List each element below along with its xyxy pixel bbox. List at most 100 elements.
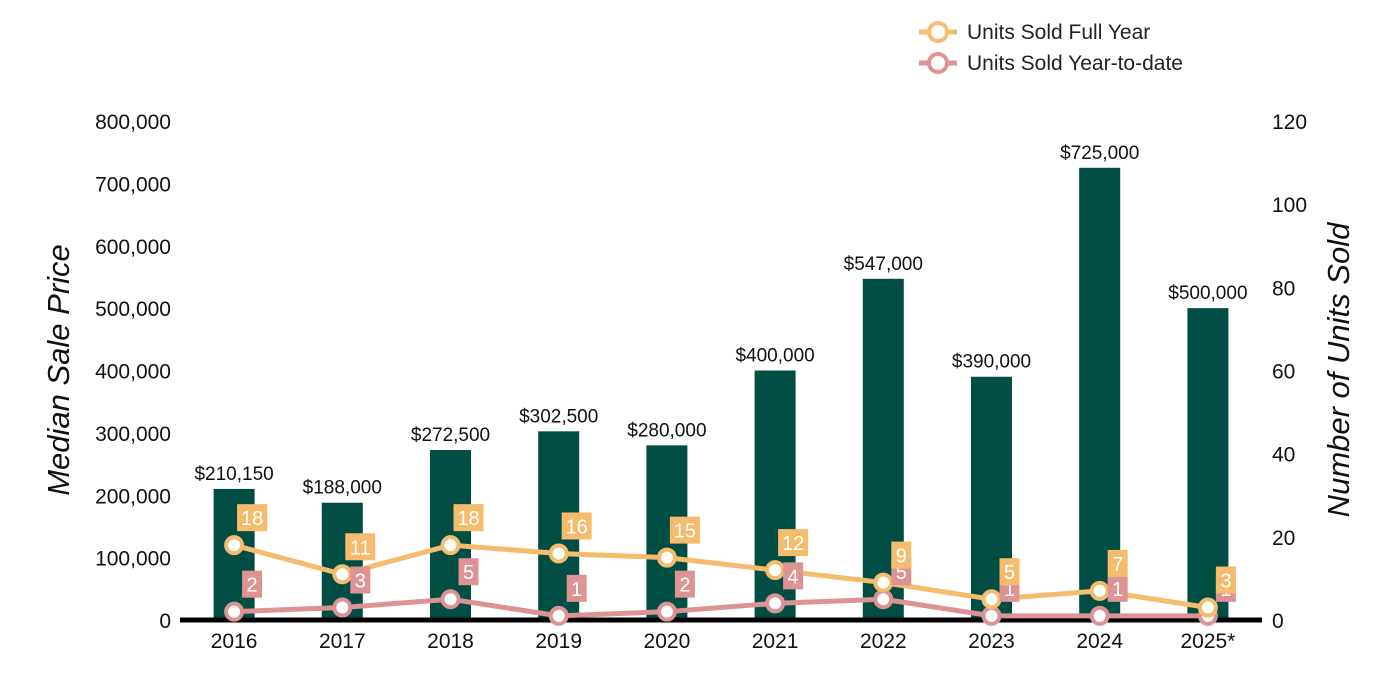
series-marker: [873, 572, 894, 593]
left-tick-label: 800,000: [95, 111, 171, 134]
x-tick-label: 2022: [860, 630, 907, 653]
x-tick-label: 2023: [968, 630, 1015, 653]
point-label-box: [237, 504, 268, 532]
point-value-label: 3: [1220, 571, 1231, 593]
bar-value-label: $188,000: [303, 478, 382, 499]
point-value-label: 5: [896, 562, 907, 584]
x-tick-label: 2025*: [1180, 630, 1235, 653]
series-marker: [656, 601, 677, 622]
left-tick-label: 300,000: [95, 423, 171, 446]
series-marker: [548, 543, 569, 564]
point-value-label: 1: [571, 579, 582, 601]
point-label-box: [1107, 574, 1128, 602]
bar-value-label: $400,000: [735, 346, 814, 367]
bar-value-label: $547,000: [844, 254, 923, 275]
left-tick-label: 200,000: [95, 485, 171, 508]
right-tick-label: 0: [1272, 610, 1284, 633]
series-marker: [440, 589, 461, 610]
legend-swatch-marker: [927, 21, 949, 43]
x-tick-label: 2017: [319, 630, 366, 653]
right-tick-label: 100: [1272, 194, 1307, 217]
point-label-box: [242, 570, 263, 598]
point-value-label: 2: [679, 575, 690, 597]
series-marker: [656, 547, 677, 568]
series-marker: [765, 593, 786, 614]
right-tick-label: 60: [1272, 361, 1295, 384]
series-marker: [873, 589, 894, 610]
point-value-label: 5: [463, 562, 474, 584]
point-value-label: 16: [566, 516, 588, 538]
right-tick-label: 20: [1272, 527, 1295, 550]
series-marker: [224, 601, 245, 622]
left-tick-label: 500,000: [95, 298, 171, 321]
legend-label: Units Sold Full Year: [967, 21, 1150, 44]
series-line: [234, 596, 1208, 619]
chart-legend: Units Sold Full Year Units Sold Year-to-d…: [919, 21, 1183, 75]
series-marker: [981, 589, 1002, 610]
point-value-label: 3: [355, 571, 366, 593]
left-tick-label: 400,000: [95, 361, 171, 384]
point-label-box: [778, 529, 809, 557]
bar-value-label: $390,000: [952, 352, 1031, 373]
series-marker: [1089, 580, 1110, 601]
point-value-label: 2: [247, 575, 258, 597]
left-tick-label: 100,000: [95, 548, 171, 571]
point-label-box: [999, 558, 1020, 586]
x-tick-label: 2024: [1076, 630, 1123, 653]
series-marker: [1089, 605, 1110, 626]
right-tick-label: 120: [1272, 111, 1307, 134]
series-marker: [440, 535, 461, 556]
left-tick-label: 600,000: [95, 236, 171, 259]
point-value-label: 12: [782, 533, 804, 555]
point-value-label: 7: [1112, 554, 1123, 576]
series-marker: [981, 605, 1002, 626]
x-tick-label: 2018: [427, 630, 474, 653]
left-axis: 0 100,000 200,000 300,000 400,000 500,000 600,…: [41, 111, 171, 633]
series-marker: [224, 535, 245, 556]
left-tick-label: 700,000: [95, 173, 171, 196]
point-label-box: [891, 541, 912, 569]
point-value-label: 1: [1112, 579, 1123, 601]
x-tick-label: 2016: [211, 630, 258, 653]
point-label-box: [561, 512, 592, 540]
left-axis-title: Median Sale Price: [41, 244, 76, 496]
point-value-label: 5: [1004, 562, 1015, 584]
point-label-box: [458, 558, 479, 586]
right-axis-title: Number of Units Sold: [1321, 221, 1356, 517]
line-series: 23512451111811181615129573: [224, 504, 1236, 626]
series-marker: [1197, 597, 1218, 618]
right-tick-label: 40: [1272, 444, 1295, 467]
x-tick-label: 2021: [752, 630, 799, 653]
x-tick-label: 2019: [535, 630, 582, 653]
point-value-label: 11: [350, 537, 371, 559]
point-label-box: [453, 504, 484, 532]
point-value-label: 18: [241, 508, 263, 530]
bar-value-label: $210,150: [194, 464, 273, 485]
point-label-box: [566, 574, 587, 602]
point-label-box: [345, 533, 376, 561]
point-label-box: [783, 562, 804, 590]
point-value-label: 18: [457, 508, 479, 530]
right-axis: 0 20 40 60 80 100 120 Number of Units Sold: [1272, 111, 1356, 633]
legend-swatch-marker: [927, 52, 949, 74]
series-marker: [332, 597, 353, 618]
bar-value-label: $272,500: [411, 425, 490, 446]
point-value-label: 9: [896, 546, 907, 568]
point-label-box: [1107, 549, 1128, 577]
bar-value-label: $302,500: [519, 406, 598, 427]
point-value-label: 15: [674, 521, 696, 543]
right-tick-label: 80: [1272, 277, 1295, 300]
series-marker: [548, 605, 569, 626]
point-value-label: 1: [1004, 579, 1015, 601]
point-label-box: [1215, 566, 1236, 594]
series-line: [233, 542, 1209, 610]
bar-value-label: $725,000: [1060, 143, 1139, 164]
series-marker: [332, 564, 353, 585]
point-label-box: [350, 566, 371, 594]
x-tick-label: 2020: [644, 630, 691, 653]
left-tick-label: 0: [159, 610, 171, 633]
x-axis: 2016 2017 2018 2019 2020 2021 2022 2023 2024 2025…: [180, 617, 1262, 653]
point-label-box: [674, 570, 695, 598]
